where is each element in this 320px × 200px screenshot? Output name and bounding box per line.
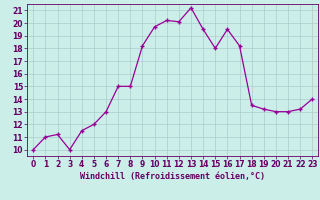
X-axis label: Windchill (Refroidissement éolien,°C): Windchill (Refroidissement éolien,°C) <box>80 172 265 181</box>
